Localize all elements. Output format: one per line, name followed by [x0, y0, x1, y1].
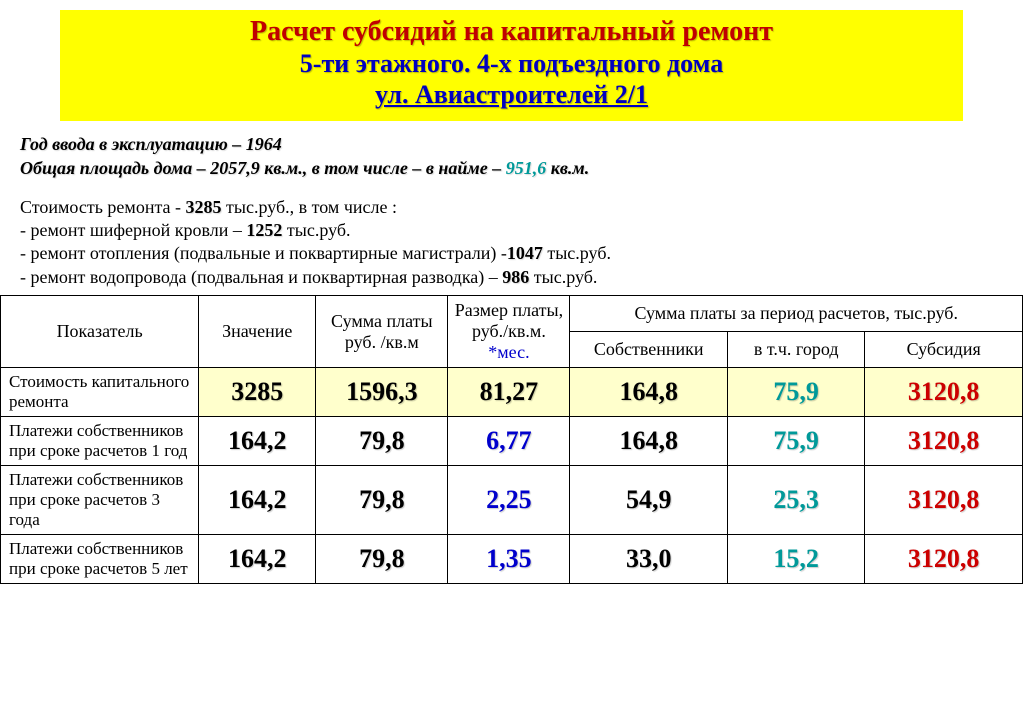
cell-value: 15,2 [728, 535, 865, 584]
th-owners: Собственники [570, 332, 728, 368]
cell-value: 3120,8 [865, 466, 1023, 535]
cell-value: 3120,8 [865, 535, 1023, 584]
table-head: Показатель Значение Сумма платы руб. /кв… [1, 296, 1023, 368]
cell-value: 25,3 [728, 466, 865, 535]
row-label: Платежи собственников при сроке расчетов… [1, 535, 199, 584]
header-box: Расчет субсидий на капитальный ремонт 5-… [60, 10, 963, 121]
info-block: Год ввода в эксплуатацию – 1964 Общая пл… [0, 129, 1023, 190]
calculation-table: Показатель Значение Сумма платы руб. /кв… [0, 295, 1023, 584]
cell-value: 164,8 [570, 417, 728, 466]
cell-value: 6,77 [448, 417, 570, 466]
cell-value: 3120,8 [865, 368, 1023, 417]
cell-value: 164,8 [570, 368, 728, 417]
info-year: Год ввода в эксплуатацию – 1964 [20, 133, 1003, 156]
row-label: Платежи собственников при сроке расчетов… [1, 417, 199, 466]
info-area: Общая площадь дома – 2057,9 кв.м., в том… [20, 157, 1003, 180]
cell-value: 79,8 [316, 417, 448, 466]
cost-block: Стоимость ремонта - 3285 тыс.руб., в том… [0, 190, 1023, 296]
table-row: Платежи собственников при сроке расчетов… [1, 466, 1023, 535]
cell-value: 1,35 [448, 535, 570, 584]
th-value: Значение [199, 296, 316, 368]
cell-value: 1596,3 [316, 368, 448, 417]
cell-value: 75,9 [728, 417, 865, 466]
cell-value: 54,9 [570, 466, 728, 535]
cell-value: 33,0 [570, 535, 728, 584]
cell-value: 3285 [199, 368, 316, 417]
row-label: Платежи собственников при сроке расчетов… [1, 466, 199, 535]
table-row: Платежи собственников при сроке расчетов… [1, 417, 1023, 466]
info-area-highlight: 951,6 [506, 158, 547, 178]
th-rate: Размер платы, руб./кв.м. *мес. [448, 296, 570, 368]
cost-line-1: Стоимость ремонта - 3285 тыс.руб., в том… [20, 196, 1003, 219]
info-area-prefix: Общая площадь дома – 2057,9 кв.м., в том… [20, 158, 506, 178]
cell-value: 79,8 [316, 535, 448, 584]
cell-value: 164,2 [199, 535, 316, 584]
cell-value: 75,9 [728, 368, 865, 417]
row-label: Стоимость капитального ремонта [1, 368, 199, 417]
cost-line-4: - ремонт водопровода (подвальная и поква… [20, 266, 1003, 289]
th-sum-per-sqm: Сумма платы руб. /кв.м [316, 296, 448, 368]
th-period-sum: Сумма платы за период расчетов, тыс.руб. [570, 296, 1023, 332]
cell-value: 81,27 [448, 368, 570, 417]
table-body: Стоимость капитального ремонта32851596,3… [1, 368, 1023, 584]
cost-line-3: - ремонт отопления (подвальные и покварт… [20, 242, 1003, 265]
title-line-2: 5-ти этажного. 4-х подъездного дома [70, 48, 953, 79]
cost-line-2: - ремонт шиферной кровли – 1252 тыс.руб. [20, 219, 1003, 242]
cell-value: 164,2 [199, 417, 316, 466]
cell-value: 164,2 [199, 466, 316, 535]
table-row: Платежи собственников при сроке расчетов… [1, 535, 1023, 584]
th-indicator: Показатель [1, 296, 199, 368]
th-subsidy: Субсидия [865, 332, 1023, 368]
cell-value: 3120,8 [865, 417, 1023, 466]
title-line-3: ул. Авиастроителей 2/1 [70, 79, 953, 110]
cell-value: 2,25 [448, 466, 570, 535]
title-line-1: Расчет субсидий на капитальный ремонт [70, 16, 953, 48]
cell-value: 79,8 [316, 466, 448, 535]
info-area-suffix: кв.м. [546, 158, 589, 178]
table-row: Стоимость капитального ремонта32851596,3… [1, 368, 1023, 417]
th-city: в т.ч. город [728, 332, 865, 368]
th-rate-month: *мес. [488, 342, 529, 362]
